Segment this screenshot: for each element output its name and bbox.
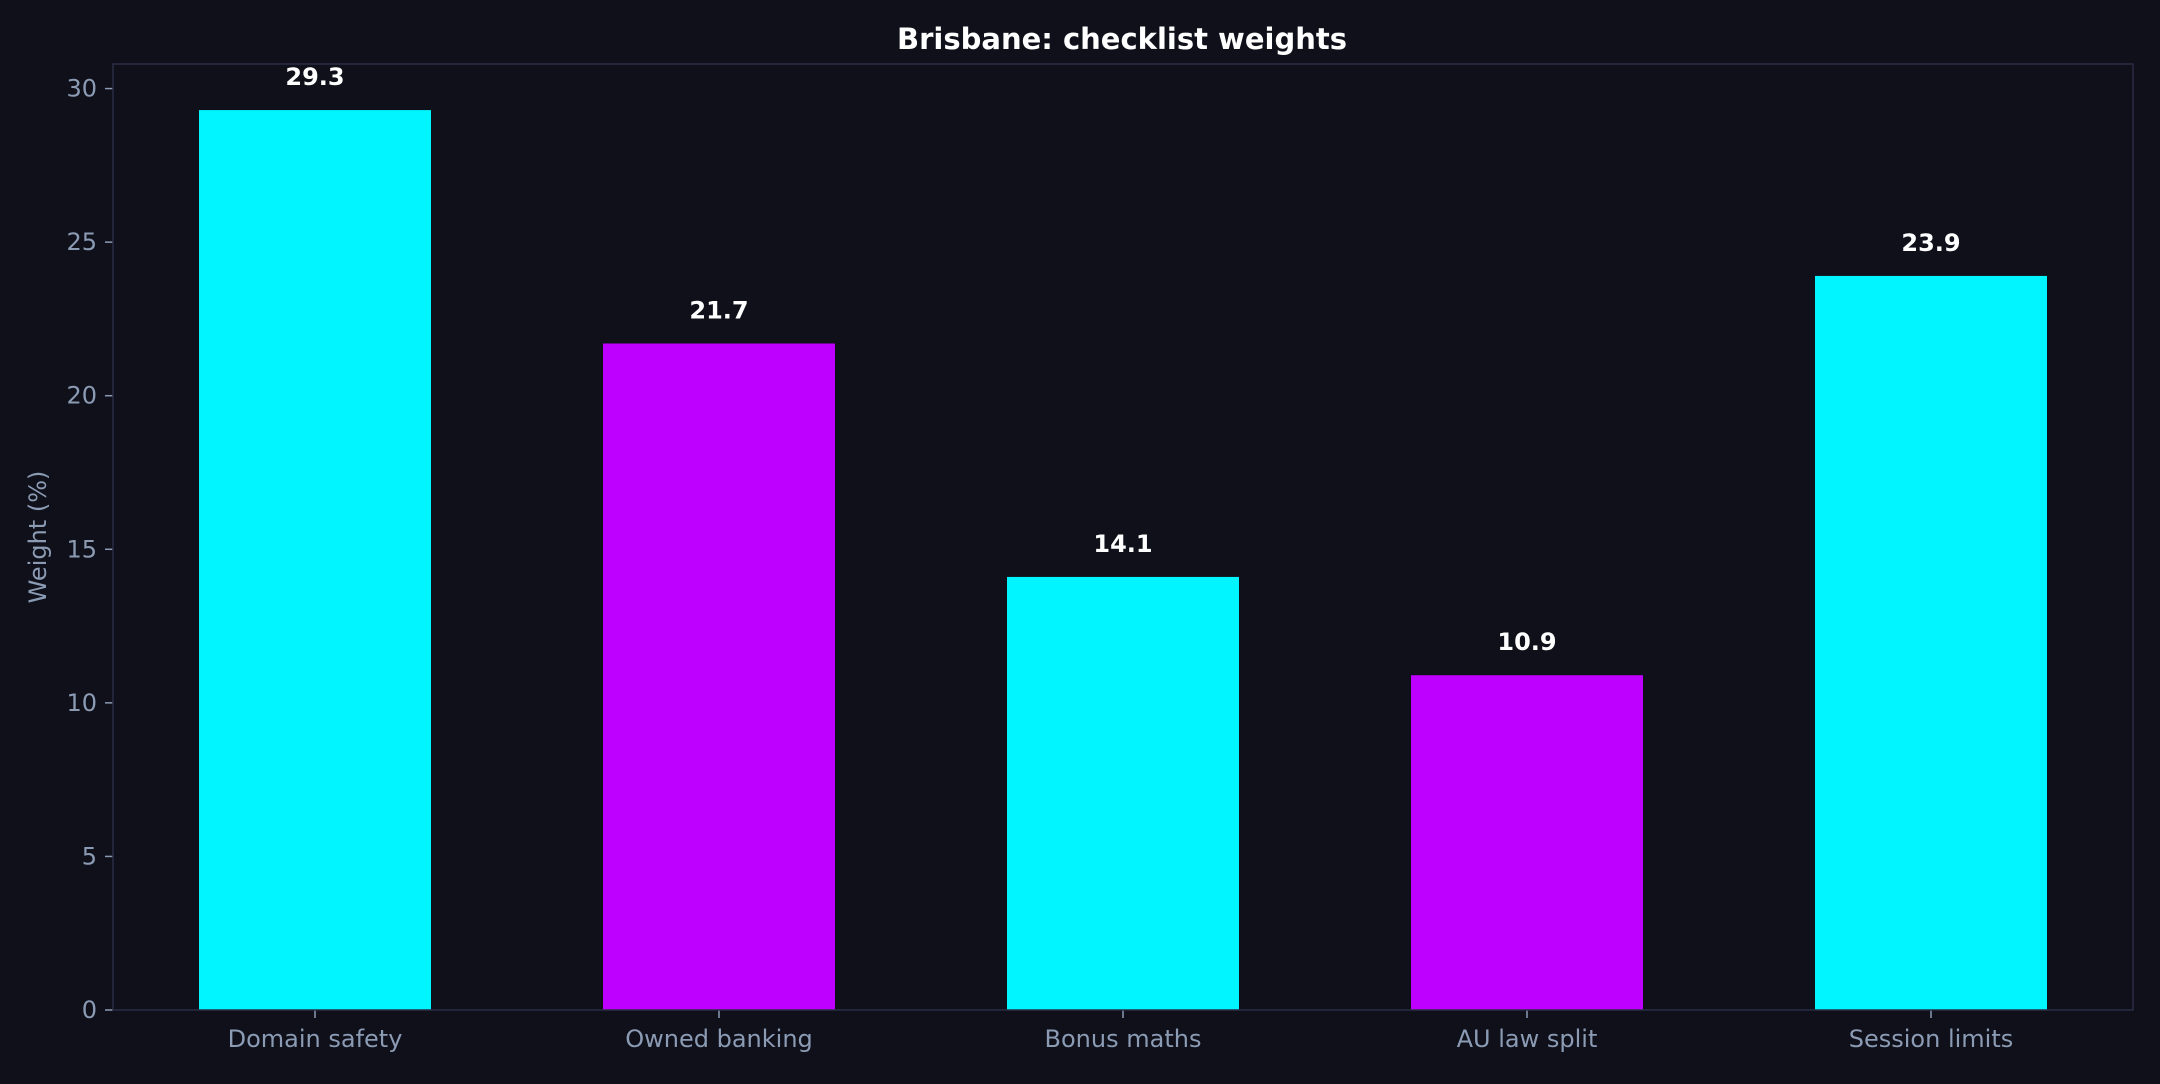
y-axis-title: Weight (%) [24, 471, 52, 604]
x-tick-label: Session limits [1849, 1025, 2014, 1053]
bar-value-label: 23.9 [1901, 229, 1960, 257]
x-axis: Domain safety Owned banking Bonus maths AU … [228, 1010, 2014, 1053]
y-tick-label: 5 [82, 842, 97, 870]
bar [603, 343, 835, 1010]
bar-value-label: 21.7 [689, 297, 748, 325]
x-tick-label: Bonus maths [1045, 1025, 1202, 1053]
x-tick-label: Domain safety [228, 1025, 403, 1053]
bar [199, 110, 431, 1011]
bar-value-label: 14.1 [1093, 530, 1152, 558]
bar [1007, 576, 1239, 1010]
plot-frame [112, 63, 2134, 1011]
bar-value-label: 29.3 [285, 63, 344, 91]
bar [1815, 275, 2047, 1010]
y-tick-label: 30 [66, 75, 97, 103]
y-axis: 0 5 10 15 20 25 30 [66, 75, 113, 1024]
bar-value-label: 10.9 [1497, 628, 1556, 656]
y-tick-label: 25 [66, 228, 97, 256]
x-tick-label: Owned banking [625, 1025, 813, 1053]
y-tick-label: 10 [66, 689, 97, 717]
y-tick-label: 0 [82, 996, 97, 1024]
bar [1411, 675, 1643, 1010]
y-tick-label: 20 [66, 382, 97, 410]
y-tick-label: 15 [66, 535, 97, 563]
x-tick-label: AU law split [1457, 1025, 1598, 1053]
value-labels-group: 29.3 21.7 14.1 10.9 23.9 [285, 63, 1960, 656]
chart-title: Brisbane: checklist weights [897, 22, 1347, 56]
bars-group [199, 110, 2047, 1011]
